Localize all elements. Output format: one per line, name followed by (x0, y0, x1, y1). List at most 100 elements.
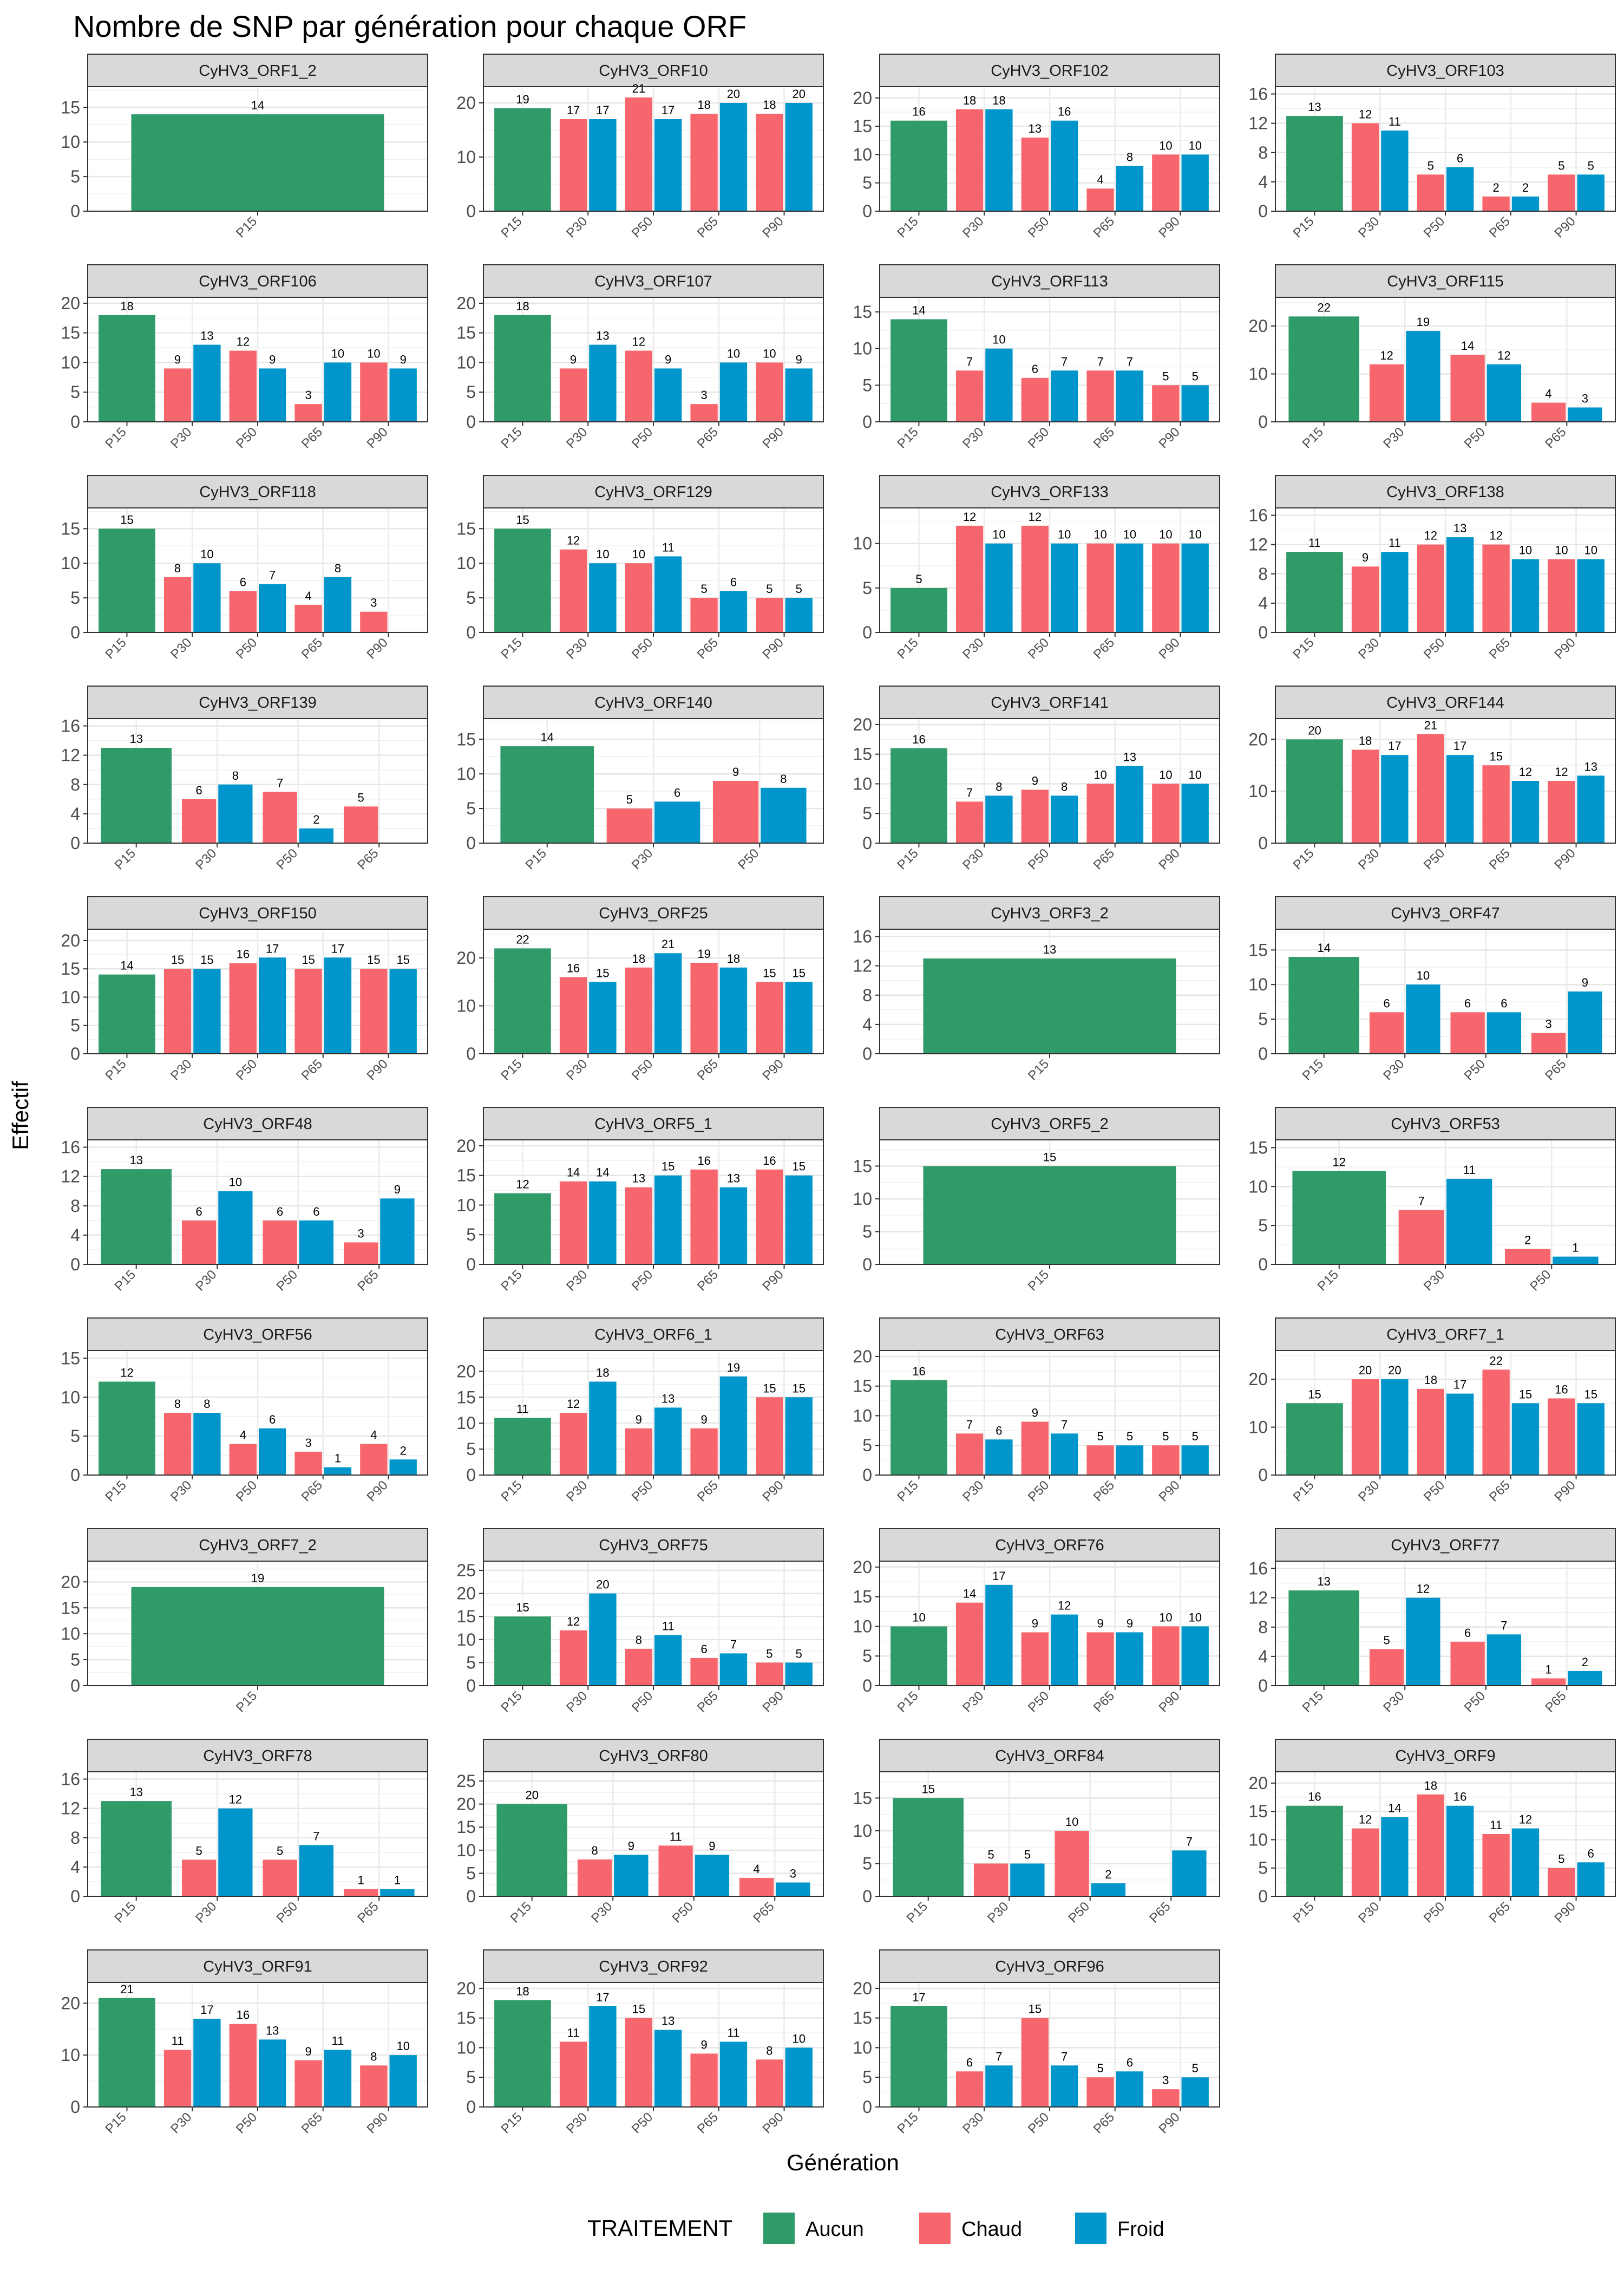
legend-entry-label: Chaud (961, 2218, 1022, 2241)
bar-value-label: 11 (1389, 115, 1401, 128)
bar-value-label: 8 (1061, 780, 1068, 793)
y-tick-label: 12 (61, 1799, 80, 1818)
bar (985, 1439, 1013, 1475)
y-tick-label: 20 (1248, 316, 1268, 336)
bar (324, 577, 352, 632)
bar-value-label: 8 (204, 1397, 210, 1411)
bar (299, 828, 334, 843)
bar-value-label: 6 (1457, 152, 1463, 165)
bar (690, 114, 718, 211)
bar-value-label: 12 (632, 335, 645, 349)
bar-value-label: 10 (229, 1176, 242, 1189)
bar-value-label: 11 (1463, 1163, 1476, 1177)
bar (193, 563, 221, 632)
facet-strip (87, 1949, 428, 1983)
y-tick-label: 15 (61, 959, 80, 978)
bar (131, 1587, 384, 1686)
bar-value-label: 10 (992, 528, 1005, 541)
y-tick-label: 25 (456, 1561, 476, 1580)
y-tick-label: 4 (70, 804, 80, 824)
bar-value-label: 4 (370, 1428, 377, 1442)
bar-value-label: 13 (129, 732, 142, 746)
y-tick-label: 16 (1248, 84, 1268, 104)
bar (719, 2041, 748, 2107)
y-tick-label: 25 (456, 1771, 476, 1791)
bar-value-label: 7 (277, 776, 283, 790)
bar (99, 1998, 155, 2107)
bar (985, 348, 1013, 422)
y-tick-label: 0 (862, 1465, 872, 1485)
bar (99, 529, 155, 632)
bar (1351, 1828, 1379, 1896)
bar-value-label: 9 (732, 765, 739, 779)
bar (218, 784, 253, 843)
bar (785, 982, 813, 1054)
bar (1511, 1403, 1540, 1475)
bar-value-label: 2 (1524, 1233, 1531, 1247)
y-tick-label: 10 (853, 2038, 872, 2057)
bar-value-label: 7 (1127, 355, 1133, 368)
bar-value-label: 11 (567, 2026, 580, 2040)
facet-title: CyHV3_ORF141 (991, 694, 1109, 712)
bar-value-label: 15 (516, 513, 529, 526)
bar-value-label: 9 (700, 2038, 707, 2051)
y-tick-label: 4 (1258, 172, 1268, 192)
bar (690, 1658, 718, 1686)
bar (1116, 766, 1144, 843)
bar (494, 1418, 551, 1475)
bar-value-label: 18 (1359, 734, 1372, 748)
bar (1369, 1649, 1404, 1686)
y-tick-label: 12 (1248, 535, 1268, 554)
y-tick-label: 15 (456, 1607, 476, 1626)
bar-value-label: 20 (525, 1789, 538, 1802)
bar (1051, 1614, 1078, 1686)
y-tick-label: 20 (61, 1993, 80, 2013)
bar-value-label: 8 (174, 1397, 181, 1411)
facet-strip (879, 475, 1220, 508)
bar-value-label: 14 (120, 959, 133, 973)
bar (756, 1662, 783, 1686)
bar-value-label: 8 (370, 2050, 377, 2063)
y-tick-label: 5 (862, 173, 872, 193)
bar (1568, 407, 1602, 422)
bar (776, 1882, 810, 1896)
bar-value-label: 13 (1584, 760, 1597, 773)
panel-border (879, 1982, 1220, 2108)
bar-value-label: 14 (251, 99, 264, 112)
bar (1116, 543, 1144, 632)
bar (785, 368, 813, 422)
bar (1577, 559, 1605, 632)
bar (1487, 1012, 1522, 1054)
y-tick-label: 20 (1248, 1773, 1268, 1793)
y-tick-label: 0 (70, 1255, 80, 1274)
bar (955, 1602, 984, 1686)
facet-strip (1275, 1528, 1616, 1562)
y-tick-label: 4 (70, 1225, 80, 1245)
y-tick-label: 8 (70, 1196, 80, 1216)
y-tick-label: 10 (61, 1387, 80, 1407)
bar-value-label: 3 (305, 1436, 311, 1450)
bar-value-label: 10 (727, 347, 740, 360)
bar (1055, 1830, 1089, 1896)
bar-value-label: 12 (567, 1397, 580, 1411)
bar-value-label: 15 (396, 953, 409, 967)
y-tick-label: 4 (862, 1015, 872, 1034)
bar-value-label: 11 (670, 1830, 682, 1843)
bar-value-label: 5 (1127, 1430, 1133, 1443)
bar (654, 368, 682, 422)
bar (1548, 1398, 1575, 1475)
panel-border (879, 1771, 1220, 1897)
y-tick-label: 12 (61, 1167, 80, 1186)
panel-border (483, 929, 824, 1054)
bar (559, 368, 587, 422)
y-tick-label: 5 (466, 588, 476, 608)
bar-value-label: 9 (174, 353, 181, 366)
bar (494, 948, 551, 1054)
bar (1152, 1626, 1180, 1686)
bar (1482, 765, 1510, 843)
y-tick-label: 5 (70, 382, 80, 402)
